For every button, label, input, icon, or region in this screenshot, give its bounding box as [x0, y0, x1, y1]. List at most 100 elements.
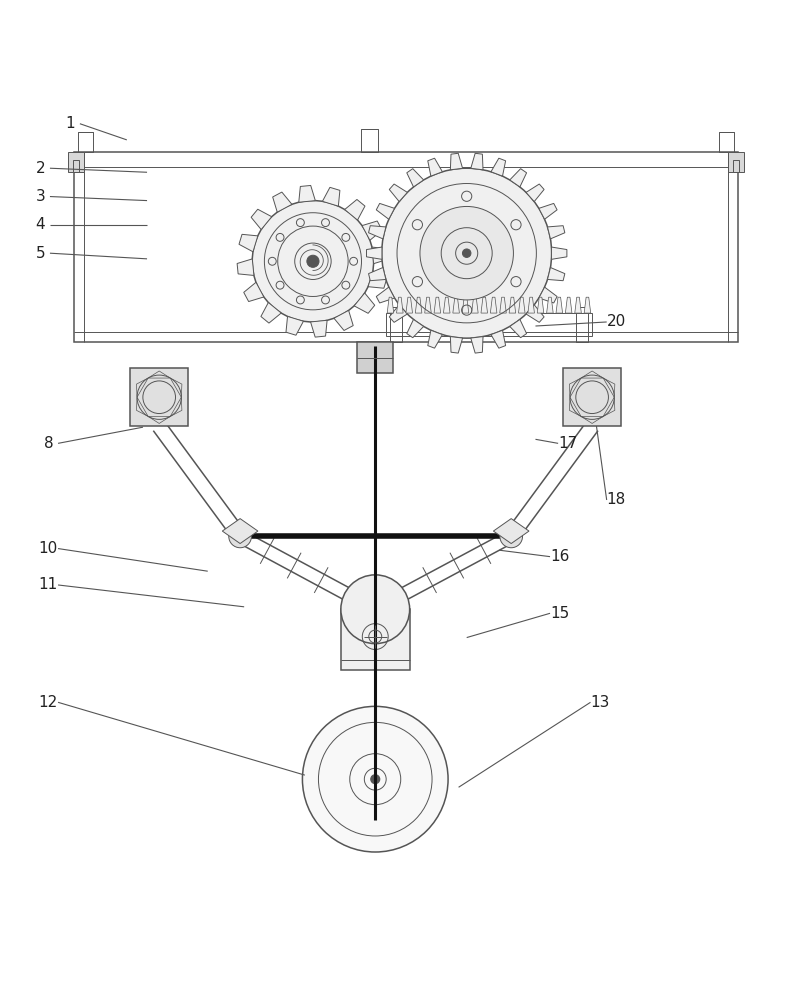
Polygon shape [564, 297, 571, 313]
Polygon shape [539, 203, 556, 219]
Text: 11: 11 [39, 577, 58, 592]
Polygon shape [387, 297, 393, 313]
Polygon shape [491, 158, 505, 176]
Polygon shape [310, 320, 327, 337]
Polygon shape [414, 297, 422, 313]
Polygon shape [368, 226, 385, 239]
Circle shape [307, 255, 319, 267]
Polygon shape [222, 519, 258, 544]
Polygon shape [574, 297, 581, 313]
Circle shape [229, 525, 251, 548]
Polygon shape [424, 297, 431, 313]
Circle shape [419, 206, 513, 300]
Bar [74, 152, 737, 342]
Polygon shape [470, 153, 483, 170]
Bar [67, 152, 84, 172]
Bar [719, 132, 733, 152]
Polygon shape [450, 153, 462, 170]
Text: 2: 2 [36, 161, 45, 176]
Bar [341, 609, 409, 670]
Bar [78, 132, 92, 152]
Circle shape [302, 706, 448, 852]
Polygon shape [406, 169, 423, 187]
Polygon shape [493, 519, 528, 544]
Polygon shape [354, 293, 375, 313]
Polygon shape [491, 330, 505, 348]
Bar [385, 313, 591, 336]
Text: 12: 12 [39, 695, 58, 710]
Polygon shape [539, 287, 556, 303]
Polygon shape [471, 297, 478, 313]
Polygon shape [509, 169, 526, 187]
Polygon shape [546, 297, 552, 313]
Polygon shape [238, 234, 258, 252]
Polygon shape [388, 305, 407, 322]
Polygon shape [298, 185, 315, 202]
Polygon shape [371, 247, 388, 264]
Polygon shape [243, 282, 264, 302]
Polygon shape [527, 297, 534, 313]
Polygon shape [499, 297, 506, 313]
Circle shape [500, 525, 522, 548]
Text: 20: 20 [606, 314, 625, 329]
Polygon shape [367, 271, 386, 288]
Polygon shape [490, 297, 496, 313]
Text: 3: 3 [36, 189, 45, 204]
Circle shape [381, 168, 551, 338]
Circle shape [252, 201, 373, 322]
Polygon shape [322, 187, 340, 206]
Polygon shape [406, 319, 423, 338]
Polygon shape [396, 297, 402, 313]
Text: 18: 18 [606, 492, 625, 507]
Text: 4: 4 [36, 217, 45, 232]
Polygon shape [333, 310, 353, 330]
Polygon shape [375, 287, 394, 303]
Polygon shape [260, 302, 281, 323]
Polygon shape [427, 330, 442, 348]
Text: 15: 15 [549, 606, 569, 621]
Circle shape [462, 249, 470, 257]
Polygon shape [556, 297, 562, 313]
Polygon shape [443, 297, 449, 313]
Text: 17: 17 [557, 436, 577, 451]
Circle shape [341, 575, 409, 644]
Bar [72, 160, 79, 172]
Polygon shape [344, 199, 364, 220]
Polygon shape [547, 226, 564, 239]
Text: 1: 1 [65, 116, 75, 131]
Polygon shape [526, 184, 543, 202]
Polygon shape [375, 203, 394, 219]
Polygon shape [547, 267, 564, 281]
Polygon shape [434, 297, 440, 313]
Text: 5: 5 [36, 246, 45, 261]
Polygon shape [480, 297, 487, 313]
Bar [389, 307, 401, 342]
Polygon shape [251, 209, 272, 230]
Polygon shape [508, 297, 515, 313]
Polygon shape [470, 337, 483, 353]
Circle shape [371, 775, 380, 784]
Polygon shape [388, 184, 407, 202]
Polygon shape [362, 221, 382, 240]
Polygon shape [450, 337, 462, 353]
Polygon shape [368, 267, 385, 281]
Bar [732, 160, 739, 172]
Polygon shape [285, 316, 303, 335]
Polygon shape [509, 319, 526, 338]
Text: 8: 8 [44, 436, 53, 451]
Polygon shape [551, 247, 566, 259]
Text: 16: 16 [549, 549, 569, 564]
Bar [562, 368, 620, 426]
Text: 13: 13 [590, 695, 609, 710]
Bar [575, 307, 587, 342]
Polygon shape [537, 297, 543, 313]
Polygon shape [518, 297, 525, 313]
Polygon shape [583, 297, 590, 313]
Polygon shape [272, 192, 292, 212]
Text: 10: 10 [39, 541, 58, 556]
Polygon shape [366, 247, 381, 259]
Bar [727, 152, 744, 172]
Polygon shape [526, 305, 543, 322]
Bar [360, 129, 378, 152]
Polygon shape [237, 259, 254, 275]
